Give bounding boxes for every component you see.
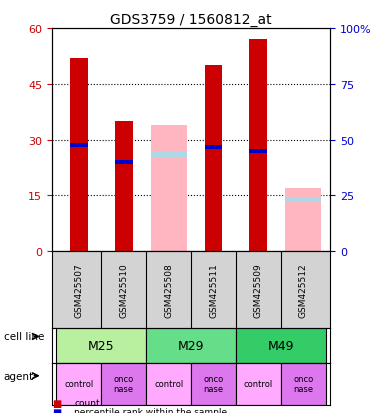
Text: GSM425510: GSM425510 [119,263,128,317]
FancyBboxPatch shape [56,328,146,363]
Text: agent: agent [4,371,34,381]
Bar [151,153,187,157]
Bar [285,188,321,252]
Text: percentile rank within the sample: percentile rank within the sample [74,407,227,413]
Bar [70,144,88,148]
FancyBboxPatch shape [146,363,191,405]
FancyBboxPatch shape [146,328,236,363]
Text: M49: M49 [267,339,294,352]
Bar [249,40,267,252]
Text: GSM425508: GSM425508 [164,263,173,317]
Text: onco
nase: onco nase [114,374,134,394]
Text: GSM425511: GSM425511 [209,263,218,317]
Text: GSM425509: GSM425509 [254,263,263,317]
FancyBboxPatch shape [56,363,101,405]
Bar [285,197,321,202]
Bar [204,145,223,150]
Text: onco
nase: onco nase [293,374,313,394]
Text: control: control [244,380,273,388]
Text: count: count [74,398,100,407]
Text: GSM425512: GSM425512 [299,263,308,317]
Text: M29: M29 [178,339,204,352]
Bar [204,66,223,252]
Bar [115,160,133,165]
Text: ■: ■ [52,407,61,413]
FancyBboxPatch shape [281,363,326,405]
FancyBboxPatch shape [236,363,281,405]
Bar [249,149,267,154]
Text: control: control [64,380,93,388]
Text: GSM425507: GSM425507 [74,263,83,317]
FancyBboxPatch shape [101,363,146,405]
Bar [151,126,187,252]
Text: M25: M25 [88,339,115,352]
Text: control: control [154,380,183,388]
Text: onco
nase: onco nase [203,374,224,394]
FancyBboxPatch shape [191,363,236,405]
Title: GDS3759 / 1560812_at: GDS3759 / 1560812_at [110,12,272,26]
Bar [70,59,88,252]
Text: cell line: cell line [4,332,44,342]
Bar [115,122,133,252]
FancyBboxPatch shape [236,328,326,363]
Text: ■: ■ [52,398,61,408]
